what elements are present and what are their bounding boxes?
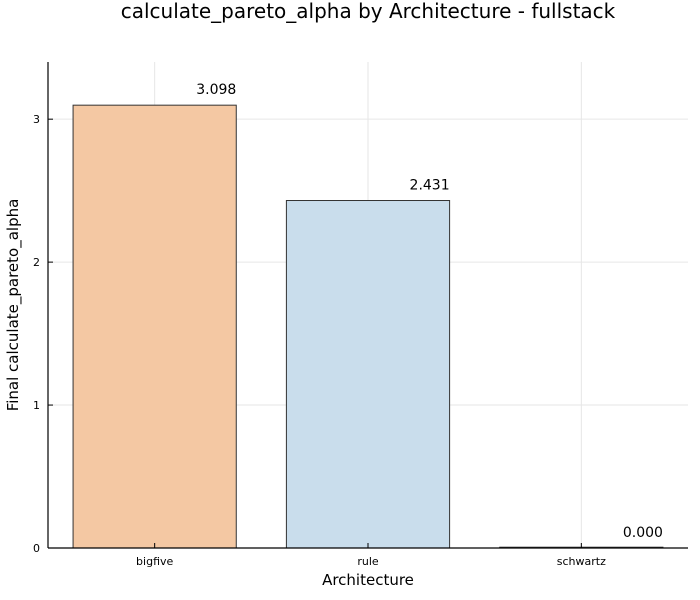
y-tick-label: 3 [33, 113, 40, 126]
data-label-rule: 2.431 [410, 178, 450, 194]
data-label-bigfive: 3.098 [196, 82, 236, 98]
y-tick-label: 0 [33, 542, 40, 555]
x-tick-label: schwartz [557, 555, 606, 568]
y-tick-label: 2 [33, 256, 40, 269]
bars [72, 104, 664, 549]
y-tick-label: 1 [33, 399, 40, 412]
x-tick-label: bigfive [136, 555, 173, 568]
bar-bigfive [72, 104, 237, 549]
ticks: 0 1 2 3 bigfive rule schwartz [33, 113, 606, 568]
x-axis-label: Architecture [322, 571, 414, 589]
data-labels: 3.098 2.431 0.000 [196, 82, 663, 541]
chart-title: calculate_pareto_alpha by Architecture -… [121, 0, 616, 23]
x-tick-label: rule [357, 555, 379, 568]
y-axis-label: Final calculate_pareto_alpha [4, 199, 23, 412]
data-label-schwartz: 0.000 [623, 525, 663, 541]
bar-rule [285, 200, 451, 549]
